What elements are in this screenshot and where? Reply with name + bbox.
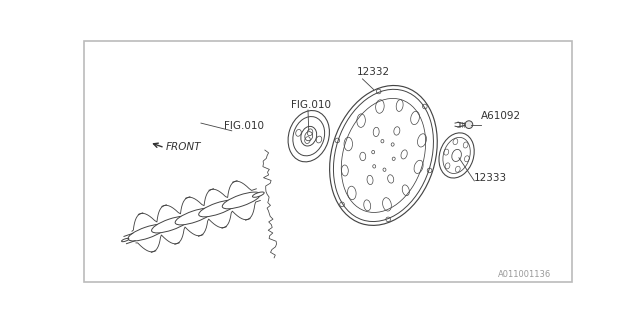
Ellipse shape — [222, 192, 260, 209]
Ellipse shape — [177, 218, 188, 223]
Text: FIG.010: FIG.010 — [224, 121, 264, 131]
Text: A011001136: A011001136 — [498, 270, 551, 279]
Ellipse shape — [122, 238, 129, 242]
Ellipse shape — [465, 121, 473, 129]
Ellipse shape — [175, 208, 213, 225]
Ellipse shape — [439, 133, 474, 178]
Ellipse shape — [452, 149, 461, 162]
Ellipse shape — [198, 200, 237, 217]
Ellipse shape — [153, 226, 164, 231]
Ellipse shape — [301, 126, 317, 146]
Ellipse shape — [152, 216, 189, 233]
Ellipse shape — [288, 110, 330, 162]
Text: FIG.010: FIG.010 — [291, 100, 331, 110]
Ellipse shape — [200, 210, 212, 215]
Text: 12332: 12332 — [357, 67, 390, 77]
Text: 12333: 12333 — [474, 173, 508, 183]
Ellipse shape — [223, 202, 236, 207]
Ellipse shape — [330, 85, 437, 225]
Ellipse shape — [252, 192, 264, 197]
Text: FRONT: FRONT — [166, 142, 201, 152]
Text: A61092: A61092 — [481, 111, 522, 121]
Ellipse shape — [128, 224, 166, 241]
